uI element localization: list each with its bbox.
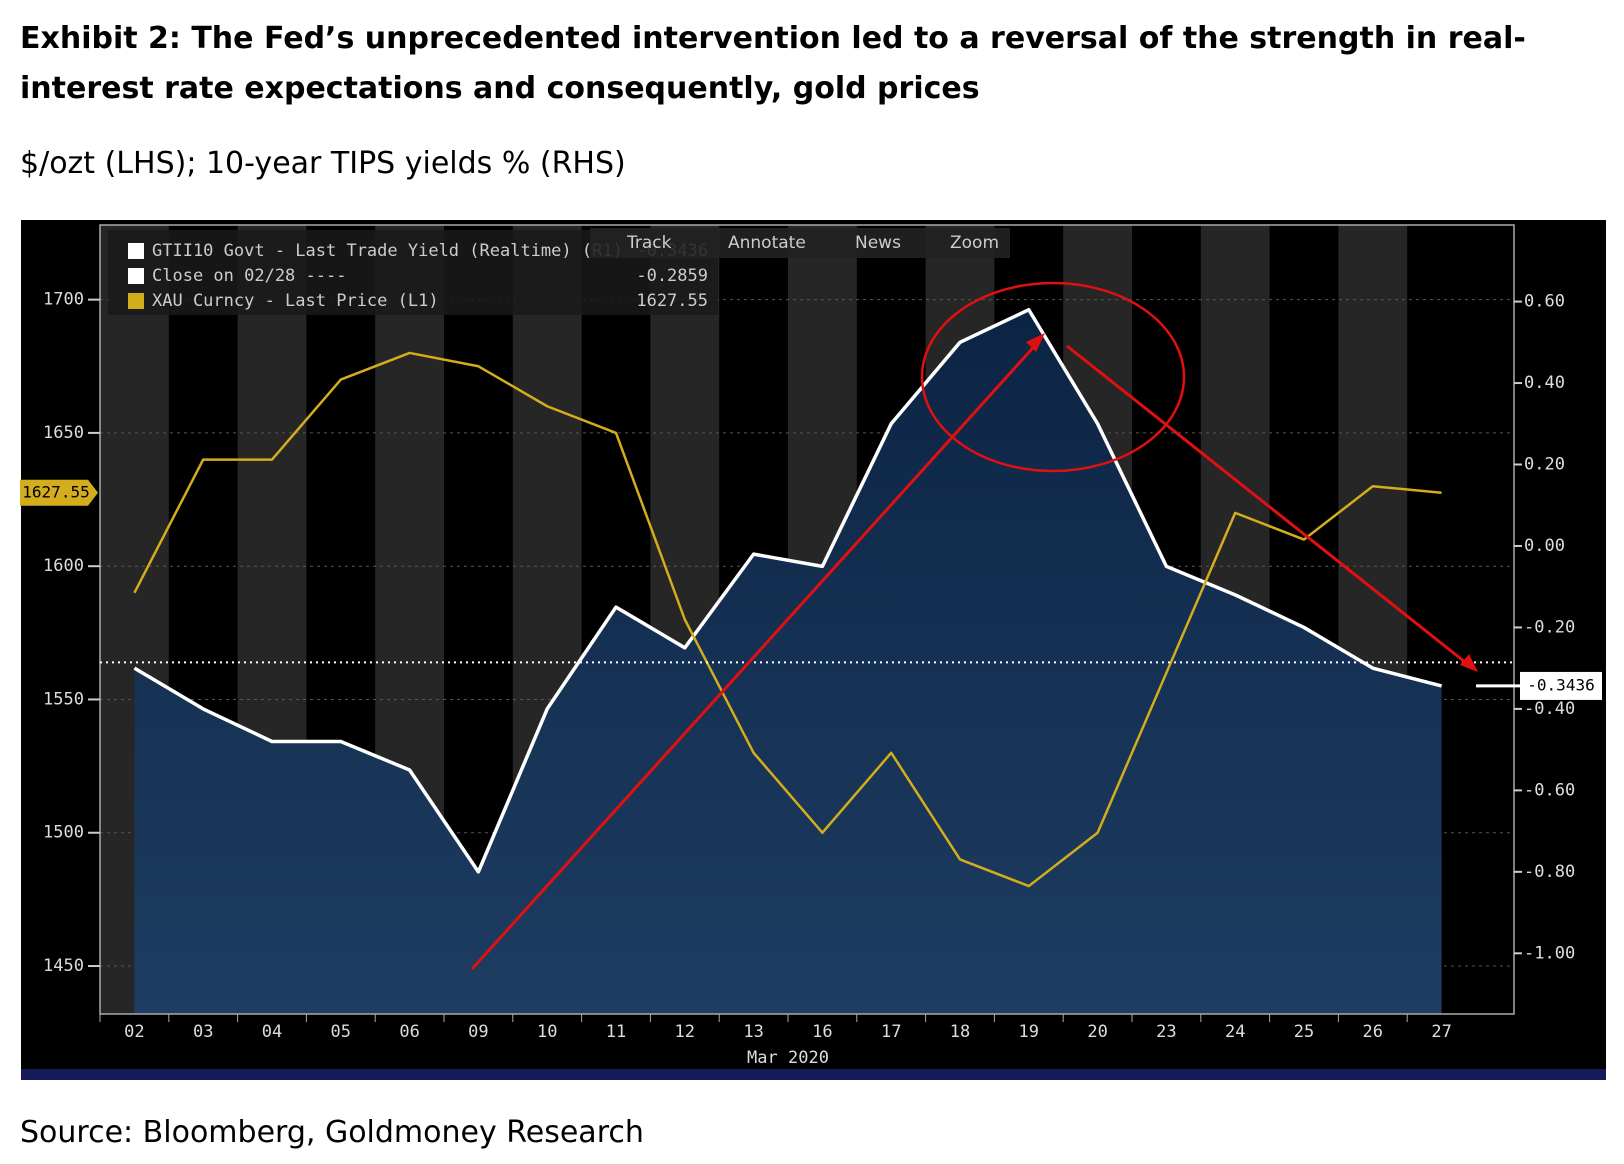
- highlight-circle: [920, 281, 1186, 473]
- x-axis-label: Mar 2020: [747, 1048, 829, 1068]
- legend-label: Close on 02/28 ----: [152, 266, 346, 286]
- y-tick-label: 1650: [43, 423, 84, 443]
- y2-tick-label: 0.20: [1524, 455, 1565, 475]
- x-tick-label: 11: [606, 1022, 626, 1042]
- toolbar: [590, 228, 1010, 258]
- subtitle: $/ozt (LHS); 10-year TIPS yields % (RHS): [20, 146, 626, 181]
- y2-tick-label: -1.00: [1524, 943, 1575, 963]
- bottom-strip: [21, 1069, 1606, 1080]
- x-tick-label: 25: [1294, 1022, 1314, 1042]
- y2-tick-label: -0.40: [1524, 699, 1575, 719]
- toolbar-button[interactable]: Annotate: [728, 233, 806, 253]
- legend-label: XAU Curncy - Last Price (L1): [152, 291, 439, 311]
- x-tick-label: 17: [881, 1022, 901, 1042]
- y2-tick-label: 0.60: [1524, 292, 1565, 312]
- x-tick-label: 27: [1431, 1022, 1451, 1042]
- y-tick-label: 1550: [43, 689, 84, 709]
- x-tick-label: 18: [950, 1022, 970, 1042]
- x-tick-label: 05: [331, 1022, 351, 1042]
- line: [133, 351, 1442, 888]
- y2-tick-label: -0.80: [1524, 862, 1575, 882]
- x-tick-label: 24: [1225, 1022, 1245, 1042]
- plot-frame: [99, 224, 1515, 1015]
- toolbar-button[interactable]: Zoom: [950, 233, 999, 253]
- legend-swatch: [128, 243, 144, 259]
- legend-swatch: [128, 268, 144, 284]
- line: [133, 307, 1443, 874]
- x-tick-label: 02: [124, 1022, 144, 1042]
- x-tick-label: 26: [1363, 1022, 1383, 1042]
- y-tick-label: 1500: [43, 823, 84, 843]
- y-tick-label: 1600: [43, 556, 84, 576]
- arrow: [470, 338, 1042, 971]
- title: Exhibit 2: The Fed’s unprecedented inter…: [20, 21, 1526, 106]
- legend-label: GTII10 Govt - Last Trade Yield (Realtime…: [152, 241, 623, 261]
- x-tick-label: 19: [1019, 1022, 1039, 1042]
- arrow: [1066, 344, 1471, 668]
- y2-tick-label: 0.40: [1524, 373, 1565, 393]
- y2-tick-label: 0.00: [1524, 536, 1565, 556]
- y-tick-label: 1700: [43, 290, 84, 310]
- x-tick-label: 04: [262, 1022, 282, 1042]
- legend-value: -0.2859: [636, 266, 708, 286]
- legend-swatch: [128, 293, 144, 309]
- y2-tick-label: -0.20: [1524, 617, 1575, 637]
- source: Source: Bloomberg, Goldmoney Research: [20, 1115, 644, 1150]
- last-value-label: -0.3436: [1527, 675, 1594, 694]
- area: [134, 309, 1442, 1014]
- last-value-tag: [1520, 671, 1602, 700]
- last-value-label: 1627.55: [22, 482, 89, 501]
- x-tick-label: 09: [468, 1022, 488, 1042]
- x-tick-label: 13: [743, 1022, 763, 1042]
- x-tick-label: 03: [193, 1022, 213, 1042]
- toolbar-button[interactable]: News: [855, 233, 901, 253]
- y2-tick-label: -0.60: [1524, 780, 1575, 800]
- legend-value: 1627.55: [636, 291, 708, 311]
- last-value-tag: [20, 479, 98, 506]
- x-tick-label: 12: [675, 1022, 695, 1042]
- x-tick-label: 20: [1087, 1022, 1107, 1042]
- x-tick-label: 23: [1156, 1022, 1176, 1042]
- arrowhead: [1026, 333, 1045, 352]
- x-tick-label: 10: [537, 1022, 557, 1042]
- y-tick-label: 1450: [43, 956, 84, 976]
- x-tick-label: 16: [812, 1022, 832, 1042]
- arrowhead: [1460, 654, 1478, 672]
- x-tick-label: 06: [399, 1022, 419, 1042]
- toolbar-button[interactable]: Track: [626, 233, 672, 253]
- chart: 02 03 04 05 06 09 10 11 12 13 16 17 18 19 20 23 24 25 26 27…: [20, 220, 1606, 1080]
